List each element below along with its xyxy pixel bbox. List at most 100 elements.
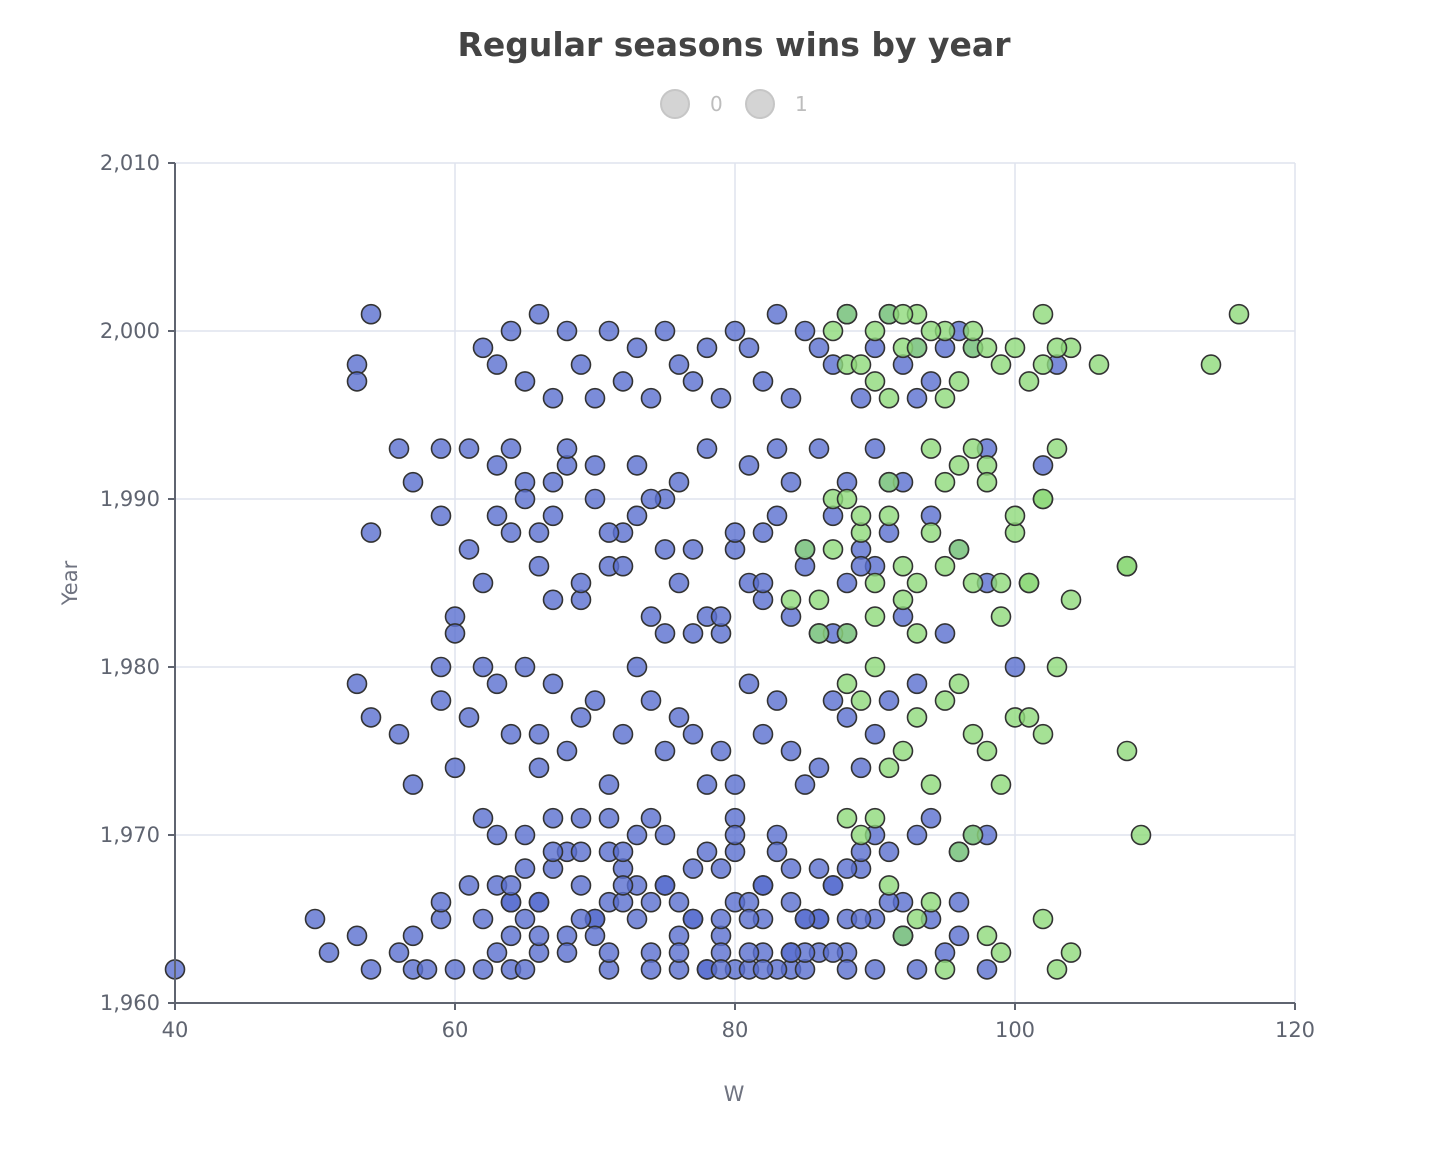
data-point[interactable] (766, 841, 788, 863)
data-point[interactable] (528, 555, 550, 577)
data-point[interactable] (612, 841, 634, 863)
data-point[interactable] (640, 488, 662, 510)
data-point[interactable] (584, 455, 606, 476)
data-point[interactable] (528, 757, 550, 779)
data-point[interactable] (570, 908, 592, 930)
data-point[interactable] (668, 572, 690, 594)
data-point[interactable] (920, 522, 942, 543)
data-point[interactable] (388, 942, 410, 963)
data-point[interactable] (864, 438, 886, 459)
data-point[interactable] (626, 455, 648, 476)
data-point[interactable] (640, 387, 662, 409)
data-point[interactable] (640, 606, 662, 627)
data-point[interactable] (794, 774, 816, 795)
data-point[interactable] (780, 387, 802, 409)
data-point[interactable] (458, 707, 480, 728)
data-point[interactable] (808, 337, 830, 359)
data-point[interactable] (654, 824, 676, 846)
data-point[interactable] (584, 488, 606, 510)
data-point[interactable] (920, 371, 942, 392)
data-point[interactable] (962, 320, 984, 342)
data-point[interactable] (808, 757, 830, 779)
data-point[interactable] (626, 505, 648, 527)
data-point[interactable] (948, 841, 970, 863)
data-point[interactable] (906, 707, 928, 728)
data-point[interactable] (626, 908, 648, 930)
data-point[interactable] (892, 589, 914, 611)
data-point[interactable] (430, 891, 452, 913)
data-point[interactable] (360, 707, 382, 728)
data-point[interactable] (1130, 824, 1152, 846)
data-point[interactable] (990, 774, 1012, 795)
data-point[interactable] (696, 438, 718, 459)
data-point[interactable] (710, 387, 732, 409)
data-point[interactable] (1046, 438, 1068, 459)
data-point[interactable] (976, 471, 998, 493)
data-point[interactable] (542, 387, 564, 409)
data-point[interactable] (346, 673, 368, 695)
data-point[interactable] (892, 303, 914, 325)
data-point[interactable] (542, 471, 564, 493)
data-point[interactable] (920, 320, 942, 342)
data-point[interactable] (906, 824, 928, 846)
data-point[interactable] (836, 959, 858, 980)
data-point[interactable] (682, 908, 704, 930)
data-point[interactable] (1018, 371, 1040, 392)
data-point[interactable] (346, 925, 368, 947)
data-point[interactable] (934, 623, 956, 644)
data-point[interactable] (864, 723, 886, 745)
data-point[interactable] (794, 539, 816, 560)
data-point[interactable] (962, 572, 984, 594)
data-point[interactable] (514, 908, 536, 930)
data-point[interactable] (500, 522, 522, 543)
data-point[interactable] (1018, 572, 1040, 594)
data-point[interactable] (962, 723, 984, 745)
data-point[interactable] (822, 320, 844, 342)
data-point[interactable] (864, 959, 886, 980)
data-point[interactable] (878, 387, 900, 409)
data-point[interactable] (822, 942, 844, 963)
data-point[interactable] (514, 858, 536, 879)
data-point[interactable] (724, 320, 746, 342)
data-point[interactable] (556, 942, 578, 963)
data-point[interactable] (668, 707, 690, 728)
data-point[interactable] (850, 505, 872, 527)
data-point[interactable] (640, 959, 662, 980)
data-point[interactable] (1228, 303, 1250, 325)
data-point[interactable] (794, 320, 816, 342)
data-point[interactable] (780, 942, 802, 963)
data-point[interactable] (906, 673, 928, 695)
data-point[interactable] (1004, 656, 1026, 678)
data-point[interactable] (878, 757, 900, 779)
data-point[interactable] (598, 774, 620, 795)
data-point[interactable] (486, 455, 508, 476)
data-point[interactable] (528, 723, 550, 745)
data-point[interactable] (486, 354, 508, 375)
data-point[interactable] (556, 740, 578, 762)
data-point[interactable] (948, 891, 970, 913)
data-point[interactable] (472, 337, 494, 359)
data-point[interactable] (430, 690, 452, 711)
legend-item-1[interactable]: 1 (745, 89, 808, 119)
data-point[interactable] (430, 438, 452, 459)
data-point[interactable] (850, 824, 872, 846)
data-point[interactable] (948, 539, 970, 560)
data-point[interactable] (710, 740, 732, 762)
data-point[interactable] (766, 438, 788, 459)
data-point[interactable] (500, 438, 522, 459)
data-point[interactable] (1046, 337, 1068, 359)
data-point[interactable] (948, 371, 970, 392)
data-point[interactable] (892, 740, 914, 762)
data-point[interactable] (864, 606, 886, 627)
data-point[interactable] (878, 690, 900, 711)
data-point[interactable] (1032, 488, 1054, 510)
data-point[interactable] (766, 303, 788, 325)
data-point[interactable] (836, 572, 858, 594)
data-point[interactable] (416, 959, 438, 980)
data-point[interactable] (570, 572, 592, 594)
data-point[interactable] (584, 925, 606, 947)
data-point[interactable] (892, 555, 914, 577)
data-point[interactable] (738, 337, 760, 359)
data-point[interactable] (738, 908, 760, 930)
data-point[interactable] (486, 942, 508, 963)
